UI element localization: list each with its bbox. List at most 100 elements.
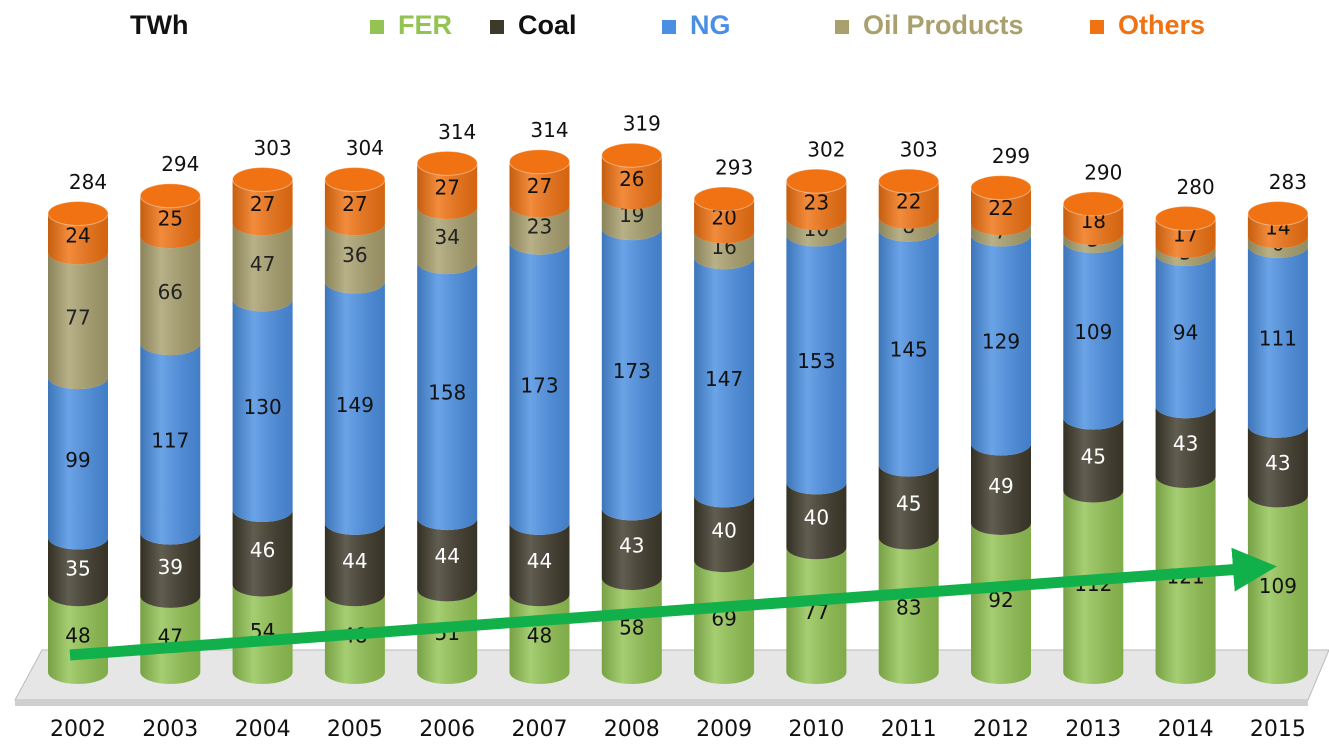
- segment-label: 45: [1081, 445, 1106, 469]
- bar-shade: [140, 343, 201, 545]
- bar-cap: [324, 167, 386, 193]
- segment-label: 94: [1173, 321, 1198, 345]
- bar-shade: [1247, 495, 1308, 684]
- bar-shade: [601, 508, 662, 591]
- segment-label: 24: [65, 223, 90, 247]
- bar-shade: [786, 218, 847, 247]
- bar-shade: [694, 560, 755, 684]
- bar-cap: [878, 168, 940, 194]
- bar-shade: [1247, 213, 1308, 249]
- bar-shade: [878, 216, 939, 242]
- segment-label: 149: [336, 393, 374, 417]
- x-tick-label: 2007: [512, 717, 568, 742]
- bar-cap: [693, 186, 755, 212]
- segment-label: 40: [804, 505, 829, 529]
- segment-label: 45: [896, 492, 921, 516]
- bar-shade: [1063, 417, 1124, 503]
- bar-shade: [878, 229, 939, 477]
- bar-shade: [878, 537, 939, 684]
- segment-label: 66: [158, 280, 183, 304]
- segment-label: 36: [342, 243, 367, 267]
- x-tick-label: 2008: [604, 717, 660, 742]
- bar-shade: [786, 234, 847, 495]
- x-tick-label: 2011: [881, 717, 937, 742]
- bar-shade: [324, 281, 385, 535]
- segment-label: 173: [613, 359, 651, 383]
- bar-shade: [1247, 245, 1308, 438]
- legend-label: NG: [690, 10, 731, 40]
- segment-label: 23: [527, 215, 552, 239]
- segment-label: 40: [711, 518, 736, 542]
- bar-shade: [140, 236, 201, 356]
- legend-label: Oil Products: [863, 10, 1024, 40]
- legend-label: FER: [398, 10, 452, 40]
- segment-label: 47: [250, 252, 275, 276]
- bar-shade: [140, 595, 201, 684]
- total-label: 284: [69, 170, 107, 194]
- bar-shade: [1155, 218, 1216, 258]
- x-tick-label: 2012: [973, 717, 1029, 742]
- segment-label: 173: [520, 373, 558, 397]
- bar-shade: [694, 198, 755, 244]
- bar-cap: [232, 167, 294, 193]
- bar-shade: [509, 161, 570, 218]
- bar-shade: [232, 510, 293, 597]
- bar-shade: [1155, 245, 1216, 267]
- bar-shade: [1155, 475, 1216, 684]
- legend-swatch: [490, 20, 504, 34]
- x-tick-label: 2009: [696, 717, 752, 742]
- bar-shade: [232, 179, 293, 236]
- total-label: 293: [715, 155, 753, 179]
- segment-label: 109: [1074, 320, 1112, 344]
- bar-shade: [786, 547, 847, 684]
- segment-label: 35: [65, 556, 90, 580]
- bar-shade: [509, 242, 570, 535]
- bar-cap: [970, 175, 1032, 201]
- bar-shade: [1063, 232, 1124, 254]
- bar-shade: [1063, 241, 1124, 430]
- bar-shade: [509, 205, 570, 255]
- bar-shade: [417, 589, 478, 684]
- bar-cap: [601, 142, 663, 168]
- bar-shade: [48, 213, 109, 265]
- segment-label: 22: [988, 196, 1013, 220]
- total-label: 283: [1269, 170, 1307, 194]
- total-label: 290: [1084, 160, 1122, 184]
- segment-label: 145: [890, 338, 928, 362]
- segment-label: 43: [1265, 451, 1290, 475]
- unit-label: TWh: [130, 10, 188, 40]
- segment-label: 99: [65, 448, 90, 472]
- segment-label: 27: [342, 192, 367, 216]
- total-label: 314: [438, 120, 476, 144]
- bar-shade: [324, 179, 385, 236]
- bar-cap: [1155, 205, 1217, 231]
- total-label: 303: [900, 138, 938, 162]
- bar-cap: [1247, 201, 1309, 227]
- bar-shade: [1155, 406, 1216, 488]
- x-tick-label: 2004: [235, 717, 291, 742]
- floor: [14, 649, 1329, 701]
- segment-label: 44: [342, 549, 367, 573]
- x-tick-label: 2002: [50, 717, 106, 742]
- segment-label: 43: [619, 534, 644, 558]
- segment-label: 43: [1173, 432, 1198, 456]
- segment-label: 111: [1259, 326, 1297, 350]
- bar-shade: [48, 377, 109, 550]
- legend-swatch: [370, 20, 384, 34]
- bar-cap: [509, 149, 570, 175]
- bar-shade: [232, 223, 293, 312]
- bar-cap: [139, 183, 201, 209]
- bar-shade: [232, 584, 293, 684]
- segment-label: 109: [1259, 574, 1297, 598]
- bar-shade: [232, 299, 293, 522]
- bar-shade: [1063, 490, 1124, 684]
- segment-label: 77: [65, 305, 90, 329]
- bar-shade: [694, 495, 755, 573]
- bar-cap: [1062, 191, 1124, 217]
- x-tick-label: 2010: [788, 717, 844, 742]
- segment-label: 48: [65, 624, 90, 648]
- bar-shade: [971, 443, 1031, 535]
- bar-shade: [971, 187, 1031, 236]
- bar-shade: [971, 223, 1031, 247]
- bar-shade: [417, 518, 478, 602]
